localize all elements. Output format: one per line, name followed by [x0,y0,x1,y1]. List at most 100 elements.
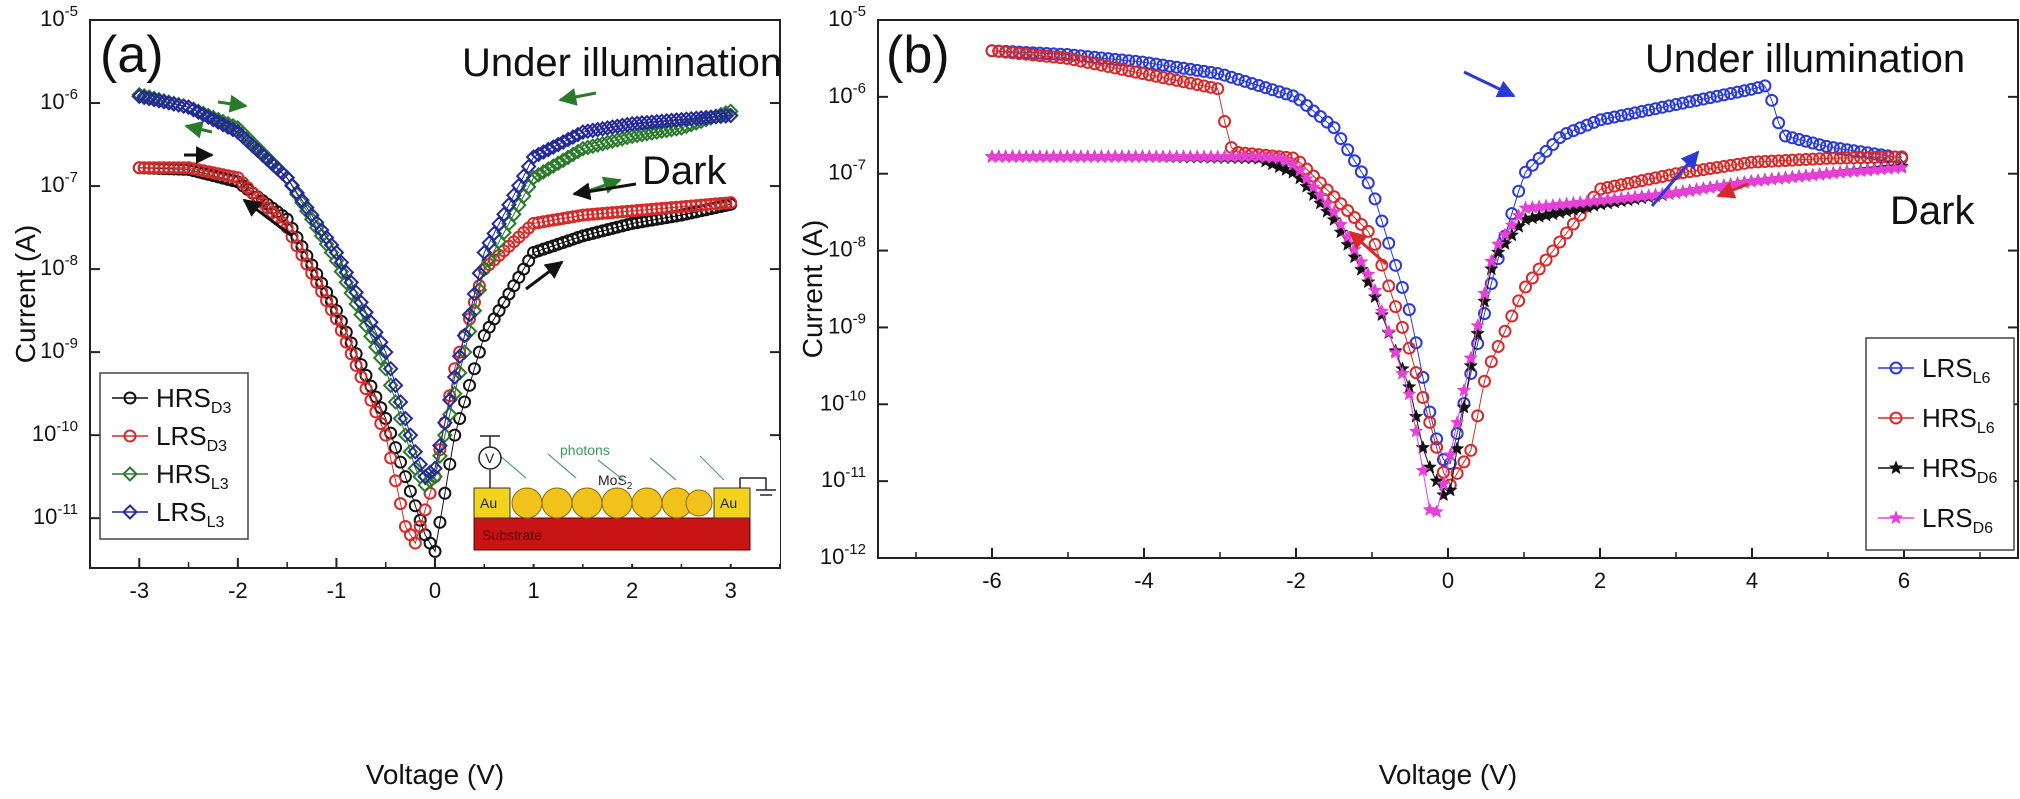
data-point [555,152,572,169]
data-point [1088,57,1102,71]
panel-b-arrow [1650,150,1700,207]
data-point [328,244,345,261]
data-point [1279,87,1293,101]
data-point [1204,80,1218,94]
data-point [1320,183,1334,197]
data-point [413,519,427,533]
inset-photon-ray [597,459,627,483]
data-point [172,161,186,175]
data-point [1484,355,1498,369]
data-point [550,155,567,172]
data-point [1464,443,1478,457]
data-point [1484,277,1498,291]
data-point [1484,253,1499,268]
data-point [417,477,434,493]
data-point [417,468,434,485]
inset-left-electrode-label: Au [480,495,497,511]
data-point [1744,82,1758,96]
data-point [1457,455,1471,469]
data-point [1560,126,1574,140]
panel-b-illumination-label: Under illumination [1645,37,1965,81]
data-point [1415,439,1431,454]
data-point [446,369,463,385]
data-point [1635,174,1649,188]
data-point [1683,95,1697,109]
data-point [1614,109,1628,123]
panel-b-legend: LRSL6 HRSL6 HRSD6 LRSD6 [1865,337,2015,551]
inset-photon-ray [699,455,725,481]
data-point [451,348,468,365]
data-point [1211,82,1225,96]
data-point [1436,476,1451,491]
data-point [717,107,734,124]
data-point [724,196,738,210]
data-point [1724,86,1738,100]
data-point [1395,365,1410,380]
data-point [1156,71,1170,85]
data-point [515,168,532,185]
data-point [1053,51,1067,65]
data-point [1819,151,1833,165]
data-point [1395,280,1409,294]
data-point [1361,176,1375,190]
data-point [1347,249,1362,264]
data-point [363,328,379,345]
data-point [1490,244,1506,259]
legend-marker [123,391,137,405]
data-point [1286,89,1300,103]
panel-b-ylabel: Current (A) [797,220,828,358]
data-point [1655,169,1669,183]
panel-a-xlabel: Voltage (V) [366,759,505,790]
data-point [1341,204,1355,218]
data-point [704,197,718,211]
data-point [1026,48,1040,62]
panel-a-ticks: -3 -2 -1 0 1 2 3 10-5 10-6 10-7 10-8 10-9 10-10 10-11 [32,3,781,603]
data-point [1504,217,1520,232]
data-point [1430,432,1444,446]
panel-a-ylabel: Current (A) [10,225,41,363]
data-point [1717,159,1731,173]
data-point [1265,83,1279,97]
data-point [1101,60,1115,74]
inset-photons-label: photons [560,442,610,458]
data-point [170,97,187,113]
data-point [1360,266,1376,281]
panel-a-arrow [572,182,637,201]
data-point [1430,440,1444,454]
data-point [1047,50,1061,64]
data-point [1177,75,1191,89]
data-point [1463,350,1479,365]
data-point [1381,324,1397,339]
data-point [660,201,674,215]
data-point [1799,134,1813,148]
panel-a-marks [131,86,739,558]
data-point [1894,160,1910,174]
x-tick-label: -6 [982,568,1002,593]
data-point [1648,171,1662,185]
data-point [560,131,576,148]
data-point [1224,70,1238,84]
data-point [354,370,368,384]
data-point [397,410,414,427]
legend-marker [122,504,138,520]
panel-a-label: (a) [100,26,164,84]
data-point [1382,279,1396,293]
data-point [1512,294,1526,308]
data-point [1416,391,1430,405]
data-point [1292,162,1308,177]
data-point [1012,47,1026,61]
data-point [367,339,384,356]
data-point [1442,447,1458,462]
data-point [165,96,182,112]
data-point [1539,144,1553,158]
data-point [146,91,162,108]
data-point [501,196,517,213]
data-point [655,201,669,215]
legend-label: HRSD6 [1922,453,1997,487]
inset-sphere [511,487,543,519]
data-point [1484,261,1499,276]
y-tick-label: 10-7 [828,157,866,185]
data-point [1108,52,1122,66]
inset-sphere [685,489,713,517]
data-point [1360,274,1376,289]
